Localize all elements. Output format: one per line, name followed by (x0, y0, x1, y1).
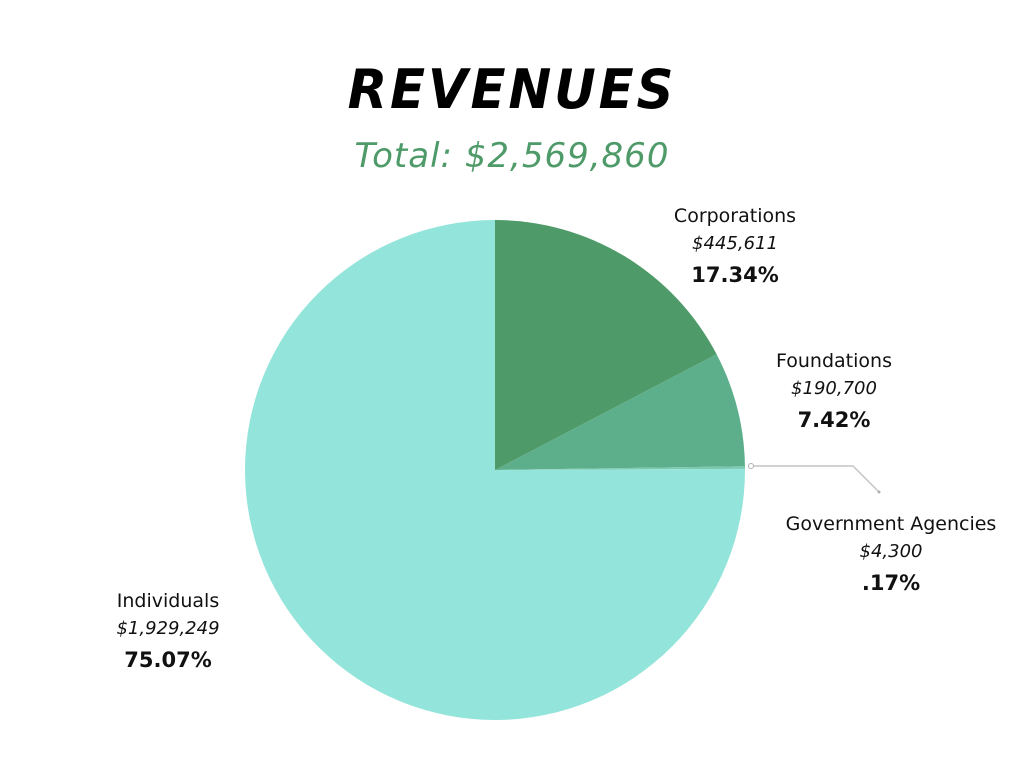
label-government-agencies: Government Agencies $4,300 .17% (761, 510, 1021, 600)
chart-subtitle: Total: $2,569,860 (354, 136, 670, 176)
slice-percent: 7.42% (797, 408, 871, 432)
leader-end-government (877, 490, 881, 494)
pie-slice-corporations (495, 220, 717, 470)
label-foundations: Foundations $190,700 7.42% (704, 347, 964, 437)
label-corporations: Corporations $445,611 17.34% (605, 202, 865, 292)
pie-slice-foundations (495, 354, 745, 470)
slice-percent: 17.34% (691, 263, 779, 287)
slice-percent: .17% (861, 571, 921, 595)
label-individuals: Individuals $1,929,249 75.07% (38, 587, 298, 677)
slice-name: Individuals (116, 590, 220, 612)
slice-name: Government Agencies (785, 513, 997, 535)
leader-dot-government (748, 463, 754, 469)
slice-amount: $445,611 (692, 233, 778, 254)
slice-name: Foundations (776, 350, 892, 372)
slice-amount: $1,929,249 (116, 618, 220, 639)
slice-percent: 75.07% (124, 648, 212, 672)
chart-title: REVENUES (347, 58, 677, 121)
pie-slice-individuals (245, 220, 745, 721)
slice-amount: $4,300 (859, 541, 923, 562)
leader-line-government (751, 465, 880, 493)
pie-slice-government-agencies (495, 466, 745, 470)
slice-amount: $190,700 (791, 378, 877, 399)
slice-name: Corporations (673, 205, 797, 227)
